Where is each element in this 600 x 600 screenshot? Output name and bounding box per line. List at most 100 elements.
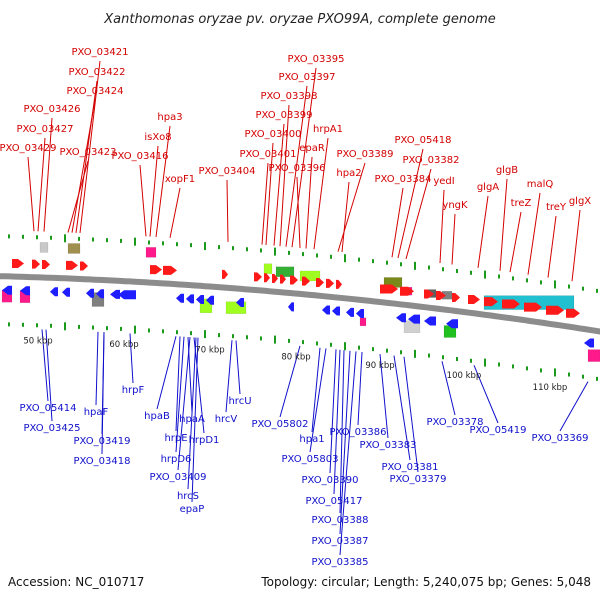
reverse-gene-label[interactable]: hpa1 xyxy=(299,434,324,445)
reverse-gene-arrow[interactable] xyxy=(62,287,70,297)
reverse-gene-arrow[interactable] xyxy=(2,285,12,295)
reverse-gene-label[interactable]: PXO_03381 xyxy=(382,462,439,473)
forward-gene-label[interactable]: PXO_03421 xyxy=(72,47,129,58)
forward-gene-label[interactable]: PXO_05418 xyxy=(395,135,452,146)
forward-gene-label[interactable]: PXO_03424 xyxy=(67,86,124,97)
forward-gene-arrow[interactable] xyxy=(566,308,580,318)
forward-gene-arrow[interactable] xyxy=(424,289,434,299)
forward-gene-label[interactable]: PXO_03389 xyxy=(337,149,394,160)
feature-block[interactable] xyxy=(39,242,49,253)
forward-gene-arrow[interactable] xyxy=(264,273,270,283)
forward-gene-label[interactable]: PXO_03427 xyxy=(17,124,74,135)
forward-gene-arrow[interactable] xyxy=(400,286,414,296)
forward-gene-arrow[interactable] xyxy=(222,269,228,279)
forward-gene-label[interactable]: PXO_03399 xyxy=(256,110,313,121)
reverse-gene-arrow[interactable] xyxy=(86,288,94,298)
forward-gene-label[interactable]: PXO_03397 xyxy=(279,72,336,83)
forward-gene-arrow[interactable] xyxy=(150,265,162,275)
reverse-gene-label[interactable]: PXO_03418 xyxy=(74,456,131,467)
forward-gene-arrow[interactable] xyxy=(524,302,542,312)
forward-gene-arrow[interactable] xyxy=(468,295,480,305)
forward-gene-label[interactable]: PXO_03404 xyxy=(199,166,256,177)
reverse-gene-arrow[interactable] xyxy=(118,290,136,300)
reverse-gene-arrow[interactable] xyxy=(196,295,204,305)
feature-block[interactable] xyxy=(587,349,600,362)
reverse-gene-label[interactable]: hpaF xyxy=(84,407,109,418)
reverse-gene-label[interactable]: hrcV xyxy=(215,414,238,425)
reverse-gene-arrow[interactable] xyxy=(50,287,58,297)
reverse-gene-label[interactable]: epaP xyxy=(180,504,205,515)
forward-gene-label[interactable]: yngK xyxy=(442,200,468,211)
forward-gene-label[interactable]: PXO_03382 xyxy=(403,155,460,166)
gene-labels[interactable]: PXO_03421 PXO_03422 PXO_03424 PXO_03426 PXO_… xyxy=(0,47,591,568)
forward-gene-arrow[interactable] xyxy=(66,260,78,270)
forward-gene-arrow[interactable] xyxy=(272,273,278,283)
forward-gene-label[interactable]: PXO_03426 xyxy=(24,104,81,115)
forward-gene-label[interactable]: treZ xyxy=(511,198,532,209)
reverse-gene-arrow[interactable] xyxy=(186,294,194,304)
reverse-gene-label[interactable]: PXO_03387 xyxy=(312,536,369,547)
reverse-gene-label[interactable]: PXO_03369 xyxy=(532,433,589,444)
reverse-gene-label[interactable]: hrpE xyxy=(164,433,187,444)
reverse-gene-arrow[interactable] xyxy=(424,316,436,326)
reverse-gene-label[interactable]: PXO_05802 xyxy=(252,419,309,430)
forward-gene-arrow[interactable] xyxy=(302,276,310,286)
forward-gene-label[interactable]: hpa3 xyxy=(157,112,182,123)
forward-gene-arrow[interactable] xyxy=(502,299,520,309)
reverse-gene-arrow[interactable] xyxy=(356,308,364,318)
reverse-gene-label[interactable]: PXO_03419 xyxy=(74,436,131,447)
feature-block[interactable] xyxy=(263,263,273,275)
reverse-gene-arrow[interactable] xyxy=(396,313,406,323)
reverse-gene-arrow[interactable] xyxy=(206,295,214,305)
forward-gene-arrow[interactable] xyxy=(163,265,177,275)
reverse-gene-label[interactable]: hrcU xyxy=(228,396,251,407)
reverse-gene-label[interactable]: PXO_03390 xyxy=(302,475,359,486)
forward-gene-arrow[interactable] xyxy=(254,272,262,282)
forward-gene-label[interactable]: isXo8 xyxy=(144,132,171,143)
forward-gene-arrow[interactable] xyxy=(290,275,298,285)
forward-gene-label[interactable]: PXO_03423 xyxy=(60,147,117,158)
forward-gene-arrow[interactable] xyxy=(326,278,334,288)
reverse-gene-arrow[interactable] xyxy=(408,314,420,324)
forward-gene-arrow[interactable] xyxy=(380,284,398,294)
feature-block[interactable] xyxy=(299,270,321,282)
forward-gene-label[interactable]: PXO_03429 xyxy=(0,143,56,154)
forward-gene-arrow[interactable] xyxy=(280,274,286,284)
reverse-gene-arrow[interactable] xyxy=(322,305,330,315)
reverse-gene-arrow[interactable] xyxy=(20,286,30,296)
forward-gene-arrow[interactable] xyxy=(42,259,50,269)
reverse-gene-label[interactable]: PXO_05417 xyxy=(306,496,363,507)
forward-gene-label[interactable]: PXO_03401 xyxy=(240,149,297,160)
reverse-gene-arrow[interactable] xyxy=(332,306,340,316)
reverse-gene-label[interactable]: PXO_03386 xyxy=(330,427,387,438)
forward-gene-label[interactable]: PXO_03422 xyxy=(69,67,126,78)
reverse-gene-label[interactable]: PXO_05419 xyxy=(470,425,527,436)
forward-gene-label[interactable]: PXO_03416 xyxy=(112,151,169,162)
reverse-gene-label[interactable]: PXO_03379 xyxy=(390,474,447,485)
reverse-gene-label[interactable]: PXO_03385 xyxy=(312,557,369,568)
forward-gene-arrow[interactable] xyxy=(32,259,40,269)
reverse-gene-arrow[interactable] xyxy=(446,319,458,329)
reverse-gene-arrow[interactable] xyxy=(288,302,294,312)
reverse-gene-arrow[interactable] xyxy=(236,297,244,307)
forward-gene-label[interactable]: treY xyxy=(546,202,567,213)
forward-gene-label[interactable]: xopF1 xyxy=(165,174,195,185)
forward-gene-label[interactable]: epaR xyxy=(299,143,325,154)
forward-gene-arrow[interactable] xyxy=(80,261,88,271)
forward-gene-arrow[interactable] xyxy=(12,259,24,269)
reverse-gene-arrow[interactable] xyxy=(346,307,354,317)
reverse-gene-label[interactable]: hpaB xyxy=(144,411,170,422)
forward-gene-arrow[interactable] xyxy=(484,297,498,307)
forward-gene-arrow[interactable] xyxy=(336,279,342,289)
reverse-gene-label[interactable]: PXO_03378 xyxy=(427,417,484,428)
feature-block[interactable] xyxy=(67,243,81,254)
forward-gene-label[interactable]: PXO_03398 xyxy=(261,91,318,102)
reverse-gene-label[interactable]: PXO_03383 xyxy=(360,440,417,451)
reverse-gene-arrow[interactable] xyxy=(176,293,184,303)
feature-block[interactable] xyxy=(145,247,157,258)
forward-gene-label[interactable]: malQ xyxy=(527,179,554,190)
forward-gene-arrow[interactable] xyxy=(452,292,460,302)
reverse-gene-label[interactable]: hpaA xyxy=(179,414,205,425)
forward-gene-label[interactable]: glgA xyxy=(477,182,499,193)
forward-gene-label[interactable]: PXO_03396 xyxy=(269,163,326,174)
